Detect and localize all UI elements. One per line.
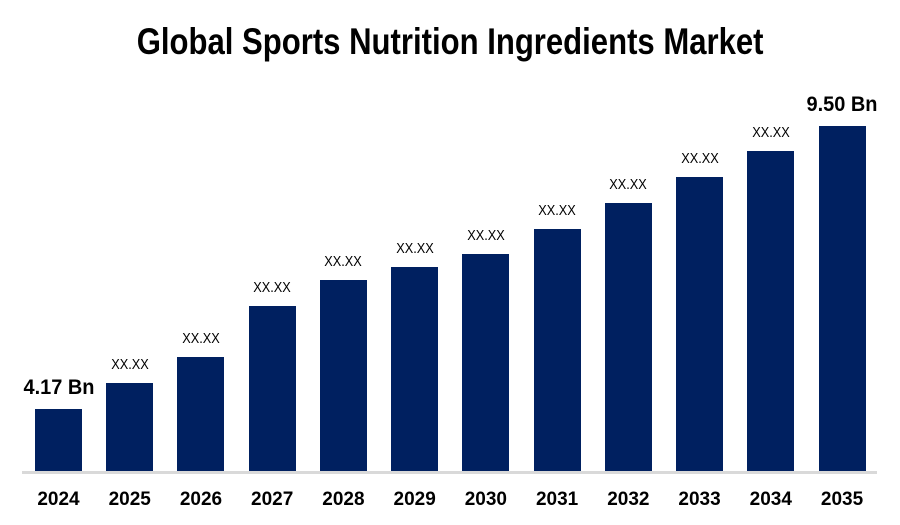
x-axis-label-2030: 2030 [464,489,508,510]
bar-2028 [319,280,367,471]
x-axis-label-2032: 2032 [607,489,650,510]
x-axis-label-2033: 2033 [678,489,721,510]
plot-area: 4.17 Bn XX.XX XX.XX XX.XX XX.XX XX.XX XX.XX XX.… [23,92,878,471]
x-axis-label-2034: 2034 [749,489,792,510]
x-axis-label-2028: 2028 [322,489,365,510]
bar-value-label-2030: XX.XX [467,226,505,244]
bar-2030 [462,254,510,471]
bar-value-label-2026: XX.XX [182,329,220,347]
bar-value-label-2034: XX.XX [752,123,790,141]
x-axis-label-2024: 2024 [37,489,80,510]
bar-2034 [747,151,795,471]
bar-2025 [106,383,154,471]
bar-2026 [177,357,225,471]
bar-value-label-2035: 9.50 Bn [806,92,878,116]
bar-2024 [35,409,82,471]
chart-title: Global Sports Nutrition Ingredients Mark… [0,20,900,64]
bar-2032 [604,203,652,471]
bar-2031 [533,229,581,471]
bar-value-label-2027: XX.XX [253,278,291,296]
x-axis-line [22,471,877,474]
bar-2027 [248,306,296,471]
x-axis-label-2026: 2026 [179,489,223,510]
bar-value-label-2028: XX.XX [324,252,363,270]
bar-value-label-2033: XX.XX [680,149,719,167]
x-axis-label-2027: 2027 [251,489,294,510]
bar-value-label-2031: XX.XX [538,201,576,219]
bar-2035 [818,126,866,471]
x-axis-label-2035: 2035 [820,489,864,510]
bar-value-label-2024: 4.17 Bn [23,375,94,399]
bar-2033 [676,177,724,471]
bar-value-label-2029: XX.XX [395,239,434,257]
x-axis: 2024 2025 2026 2027 2028 2029 2030 2031 2032 2033… [0,489,900,515]
bar-value-label-2025: XX.XX [110,355,149,373]
bar-2029 [391,267,439,471]
bar-value-label-2032: XX.XX [609,175,648,193]
x-axis-label-2029: 2029 [393,489,436,510]
chart-title-text: Global Sports Nutrition Ingredients Mark… [136,21,764,62]
x-axis-label-2031: 2031 [535,489,579,510]
x-axis-label-2025: 2025 [108,489,151,510]
